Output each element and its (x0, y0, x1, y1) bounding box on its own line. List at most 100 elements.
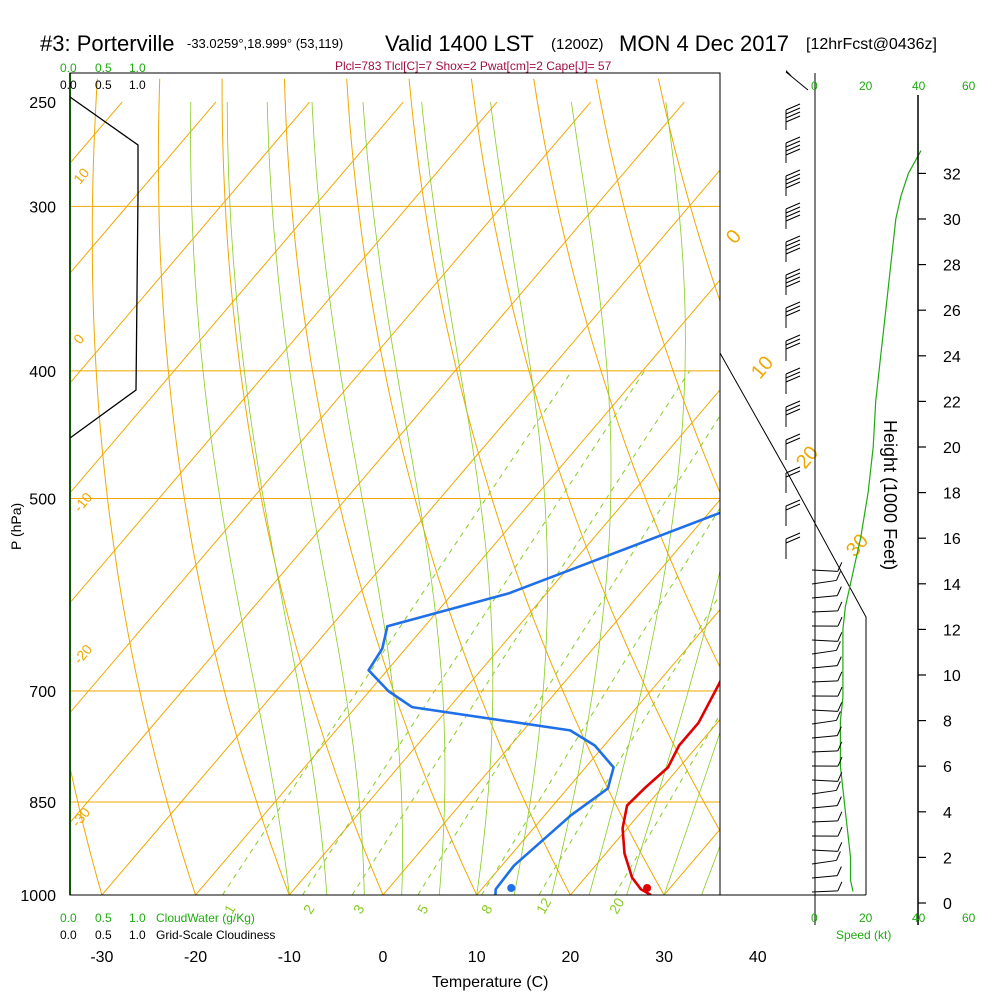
speed-bottom-tick-20: 20 (859, 911, 873, 925)
temperature-tick: 20 (562, 949, 580, 966)
wind-barb (811, 571, 841, 585)
dry-adiabat-line (157, 78, 290, 895)
height-tick-12: 12 (943, 622, 961, 639)
temperature-tick: -20 (184, 949, 207, 966)
dry-adiabat-line (221, 78, 384, 895)
pressure-tick-300: 300 (29, 199, 56, 216)
mixing-ratio-label: 20 (606, 895, 628, 917)
mixing-ratio-line (417, 414, 720, 895)
dry-adiabat-line (970, 79, 1000, 923)
speed-top-tick-60: 60 (962, 79, 976, 93)
moist-adiabat-line (311, 101, 403, 895)
speed-bottom-tick-40: 40 (912, 911, 926, 925)
height-tick-28: 28 (943, 258, 961, 275)
wind-barb (811, 671, 843, 683)
wind-barb (811, 851, 841, 865)
cloudwater-top-tick-2: 1.0 (129, 61, 146, 75)
isotherm-line (852, 102, 1000, 895)
wind-barb (785, 235, 801, 262)
wind-arrow-icon (786, 70, 792, 76)
temperature-tick: 10 (468, 949, 486, 966)
wind-barb (811, 881, 843, 893)
wind-barb (811, 601, 843, 613)
wind-top-barb (785, 71, 809, 91)
wind-barb (811, 826, 843, 837)
wind-barb (785, 466, 801, 493)
wind-barb (785, 103, 801, 130)
wind-barb (811, 811, 843, 823)
surface-dewpoint-dot (507, 884, 516, 892)
height-tick-10: 10 (943, 668, 961, 685)
height-tick-22: 22 (943, 394, 961, 411)
temperature-profile (621, 679, 720, 895)
dry-adiabat-line (0, 79, 15, 923)
wind-barb (785, 301, 801, 328)
wind-barb (811, 741, 843, 753)
wind-barb (811, 842, 843, 852)
temperature-axis: -30 -20 -10 0 10 20 30 40 (90, 949, 766, 966)
mixing-ratio-label: 2 (300, 902, 318, 917)
cloud-scale-bottom: 0.0 0.5 1.0 CloudWater (g/Kg) 0.0 0.5 1.… (60, 911, 275, 942)
isotherm-label: 0 (70, 331, 87, 347)
pressure-tick-500: 500 (29, 492, 56, 509)
wind-barb (785, 334, 801, 361)
wind-panel-border (719, 352, 867, 895)
mixing-ratio-line (302, 370, 646, 895)
isotherm-label: 30 (842, 530, 873, 561)
pressure-axis-label: P (hPa) (8, 503, 24, 550)
mixing-ratio-label: 12 (533, 895, 555, 917)
height-tick-20: 20 (943, 440, 961, 457)
dry-adiabat-line (845, 79, 1000, 923)
wind-barb (785, 499, 801, 526)
height-tick-2: 2 (943, 850, 952, 867)
speed-axis: 0 20 40 60 0 20 40 60 Speed (kt) (811, 79, 976, 942)
dewpoint-profile (367, 511, 720, 895)
mixing-ratio-line (351, 370, 691, 895)
wind-barb (811, 866, 842, 879)
station-coords: -33.0259°,18.999° (53,119) (187, 36, 343, 51)
valid-utc: (1200Z) (551, 36, 604, 53)
cloudwater-bottom-tick-2: 1.0 (129, 911, 146, 925)
wind-barb (785, 202, 801, 229)
isotherm-label: 10 (70, 165, 92, 187)
mixing-ratio-line (614, 713, 720, 895)
isotherm-line (0, 102, 28, 895)
pressure-tick-850: 850 (29, 795, 56, 812)
speed-axis-label: Speed (kt) (836, 928, 891, 942)
wind-barb (811, 632, 843, 642)
isotherm-label: -10 (70, 489, 95, 515)
isotherm-line (382, 499, 720, 895)
wind-barb (785, 367, 801, 394)
wind-barb (811, 656, 842, 669)
temperature-tick: 30 (655, 949, 673, 966)
height-tick-0: 0 (943, 896, 952, 913)
wind-barb (785, 433, 801, 460)
pressure-axis: 250 300 400 500 700 850 1000 (20, 95, 56, 905)
height-tick-6: 6 (943, 759, 952, 776)
height-axis-label: Height (1000 Feet) (880, 420, 900, 570)
station-title: #3: Porterville (40, 31, 175, 56)
cloudiness-label: Grid-Scale Cloudiness (156, 928, 275, 942)
wind-barb (811, 781, 841, 795)
isotherm-line (70, 101, 310, 384)
cloudiness-profile-line (69, 96, 139, 439)
pressure-tick-400: 400 (29, 364, 56, 381)
dry-adiabat-line (283, 78, 478, 895)
cloudwater-top-tick-0: 0.0 (60, 61, 77, 75)
mixing-ratio-label: 5 (414, 902, 432, 917)
mixing-ratio-label: 8 (478, 902, 496, 917)
isotherm-line (70, 101, 217, 274)
moist-adiabat-lines (190, 101, 720, 895)
cloudwater-top-tick-1: 0.5 (95, 61, 112, 75)
isotherm-line (758, 102, 1000, 895)
moist-adiabat-line (226, 101, 328, 895)
dry-adiabat-lines (0, 78, 1000, 923)
pressure-tick-250: 250 (29, 95, 56, 112)
cloudiness-bottom-tick-1: 0.5 (95, 928, 112, 942)
height-tick-26: 26 (943, 303, 961, 320)
wind-barb (811, 616, 843, 627)
mixing-ratio-label: 3 (350, 902, 368, 917)
mixing-ratio-line (538, 593, 720, 895)
wind-barb (785, 532, 801, 559)
